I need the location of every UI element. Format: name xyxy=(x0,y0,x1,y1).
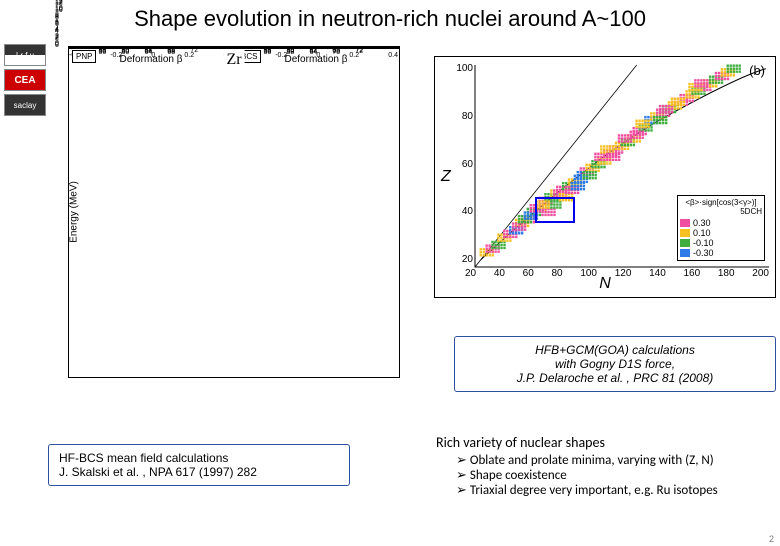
pes-figure: Energy (MeV) PNP5660646872024681012BCS56… xyxy=(68,46,400,378)
content-area: Energy (MeV) PNP5660646872024681012BCS56… xyxy=(48,46,776,542)
legend-row: -0.10 xyxy=(680,238,762,248)
pes-xlabel: Deformation β xyxy=(120,54,183,65)
legend-swatch xyxy=(680,239,690,247)
cap-hfbcs-l1: HF-BCS mean field calculations xyxy=(59,451,339,465)
logo-stack: I r f u CEA saclay xyxy=(4,44,46,119)
scatter-legend: <β>·sign[cos(3<γ>)] 5DCH 0.300.10-0.10-0… xyxy=(677,195,765,261)
bullet-item: Oblate and prolate minima, varying with … xyxy=(456,453,776,468)
cap-hfb-l3: J.P. Delaroche et al. , PRC 81 (2008) xyxy=(465,371,765,385)
bullets-list: Oblate and prolate minima, varying with … xyxy=(442,453,776,498)
legend-value: 0.10 xyxy=(693,228,711,238)
irfu-logo: I r f u xyxy=(4,44,46,66)
scatter-xticks: 20406080100120140160180200 xyxy=(465,268,769,279)
cap-hfb-l1: HFB+GCM(GOA) calculations xyxy=(465,343,765,357)
legend-row: -0.30 xyxy=(680,248,762,258)
legend-swatch xyxy=(680,219,690,227)
cap-hfbcs-l2: J. Skalski et al. , NPA 617 (1997) 282 xyxy=(59,465,339,479)
legend-value: 0.30 xyxy=(693,218,711,228)
legend-title: <β>·sign[cos(3<γ>)] xyxy=(680,198,762,207)
legend-value: -0.30 xyxy=(693,248,714,258)
legend-value: -0.10 xyxy=(693,238,714,248)
element-label-zr: Zr xyxy=(224,51,243,69)
bullet-item: Shape coexistence xyxy=(456,468,776,483)
legend-row: 0.30 xyxy=(680,218,762,228)
pes-ylabel: Energy (MeV) xyxy=(68,181,79,243)
pes-xlabel: Deformation β xyxy=(285,54,348,65)
bullets-block: Rich variety of nuclear shapes Oblate an… xyxy=(436,434,776,498)
legend-row: 0.10 xyxy=(680,228,762,238)
cap-hfb-l2: with Gogny D1S force, xyxy=(465,357,765,371)
legend-swatch xyxy=(680,249,690,257)
saclay-logo: saclay xyxy=(4,94,46,116)
legend-swatch xyxy=(680,229,690,237)
caption-hfbcs: HF-BCS mean field calculations J. Skalsk… xyxy=(48,444,350,486)
roi-highlight-box xyxy=(535,197,575,223)
bullets-head: Rich variety of nuclear shapes xyxy=(436,434,776,451)
legend-sub: 5DCH xyxy=(680,207,762,216)
caption-hfb: HFB+GCM(GOA) calculations with Gogny D1S… xyxy=(454,336,776,392)
scatter-figure: (b) Z N 20406080100120140160180200 20406… xyxy=(434,56,776,298)
scatter-yticks: 20406080100 xyxy=(453,63,473,265)
bullet-item: Triaxial degree very important, e.g. Ru … xyxy=(456,483,776,498)
slide-title: Shape evolution in neutron-rich nuclei a… xyxy=(0,6,780,32)
scatter-plot xyxy=(435,57,775,297)
cea-logo: CEA xyxy=(4,69,46,91)
panel-tag: PNP xyxy=(72,50,96,63)
page-number: 2 xyxy=(769,534,774,544)
